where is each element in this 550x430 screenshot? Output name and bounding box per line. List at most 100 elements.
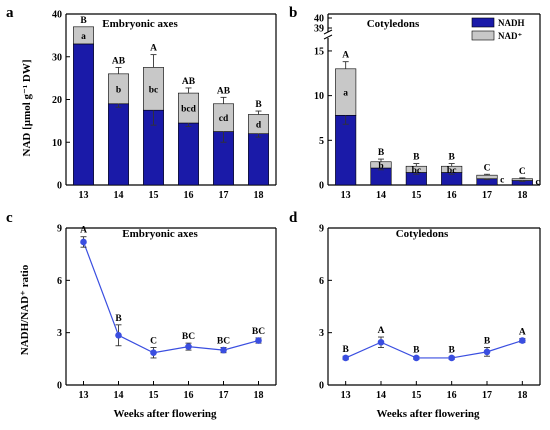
y-axis-label-bottom: NADH/NAD⁺ ratio xyxy=(19,264,31,355)
y-tick-label-1-0: 0 xyxy=(319,181,324,192)
x-tick-label-0-1: 14 xyxy=(114,190,124,201)
x-tick-label-3-0: 13 xyxy=(341,390,351,401)
letter-2-0: A xyxy=(80,226,87,236)
x-tick-label-1-0: 13 xyxy=(341,190,351,201)
point-3-0 xyxy=(342,354,349,362)
x-tick-label-1-5: 18 xyxy=(517,190,527,201)
letter-inner-1-4: c xyxy=(500,176,504,186)
y-tick-label-3-3: 9 xyxy=(319,224,324,235)
letter-2-5: BC xyxy=(252,327,265,337)
letter-inner-0-1: b xyxy=(116,85,121,95)
y-tick-label-3-1: 3 xyxy=(319,328,324,339)
y-tick-label-2-1: 3 xyxy=(57,328,62,339)
legend-swatch-0 xyxy=(471,17,495,28)
y-tick-label-2-0: 0 xyxy=(57,381,62,392)
letter-3-2: B xyxy=(413,346,420,356)
panel-b-title: Cotyledons xyxy=(367,18,420,30)
letter-3-3: B xyxy=(448,346,455,356)
letter-2-4: BC xyxy=(217,336,230,346)
letter-inner-1-0: a xyxy=(343,89,348,99)
bar-nadplus-1-5 xyxy=(511,178,533,181)
x-tick-label-2-0: 13 xyxy=(79,390,89,401)
letter-2-1: B xyxy=(115,314,122,324)
series-line-2 xyxy=(82,241,259,354)
bar-nadh-1-0 xyxy=(335,114,357,186)
y-tick-label-3-2: 6 xyxy=(319,276,324,287)
letter-inner-0-4: cd xyxy=(219,114,229,124)
axis-break-gap xyxy=(325,32,332,38)
point-2-5 xyxy=(255,337,262,344)
letter-total-0-4: AB xyxy=(217,86,231,96)
point-3-2 xyxy=(413,354,420,362)
point-3-1 xyxy=(377,338,385,346)
letter-2-3: BC xyxy=(182,332,195,342)
letter-inner-1-3: bc xyxy=(447,166,457,176)
x-tick-label-3-5: 18 xyxy=(517,390,527,401)
point-2-2 xyxy=(150,349,157,357)
x-tick-label-3-2: 15 xyxy=(411,390,421,401)
letter-inner-1-1: b xyxy=(378,161,383,171)
x-tick-label-2-2: 15 xyxy=(149,390,159,401)
panel-d-letter: d xyxy=(289,210,298,226)
letter-total-1-1: B xyxy=(378,148,385,158)
x-tick-label-3-3: 16 xyxy=(447,390,457,401)
x-tick-label-1-4: 17 xyxy=(482,190,492,201)
letter-total-0-2: A xyxy=(150,44,157,54)
point-3-5 xyxy=(519,337,526,344)
bar-nadh-0-3 xyxy=(178,122,199,186)
x-tick-label-0-4: 17 xyxy=(219,190,229,201)
letter-total-0-5: B xyxy=(255,100,262,110)
letter-inner-0-0: a xyxy=(81,32,86,42)
bar-nadplus-0-0 xyxy=(73,26,94,45)
point-2-4 xyxy=(220,346,227,354)
x-tick-label-2-3: 16 xyxy=(184,390,194,401)
letter-total-1-3: B xyxy=(448,153,455,163)
x-tick-label-0-2: 15 xyxy=(149,190,159,201)
legend-label-1: NAD⁺ xyxy=(498,31,522,41)
letter-total-1-0: A xyxy=(342,51,349,61)
y-tick-label-1-3: 15 xyxy=(314,46,324,57)
letter-inner-0-5: d xyxy=(256,121,262,131)
panel-d-title: Cotyledons xyxy=(396,228,449,240)
x-tick-label-3-1: 14 xyxy=(376,390,386,401)
legend-label-0: NADH xyxy=(498,18,525,28)
y-tick-label-0-1: 10 xyxy=(52,138,62,149)
x-tick-label-0-5: 18 xyxy=(254,190,264,201)
x-tick-label-1-1: 14 xyxy=(376,190,386,201)
letter-inner-1-2: bc xyxy=(412,166,422,176)
letter-3-1: A xyxy=(378,326,385,336)
panel-c-letter: c xyxy=(6,210,13,226)
x-tick-label-0-0: 13 xyxy=(79,190,89,201)
letter-inner-0-3: bcd xyxy=(181,105,197,115)
bar-nadh-0-1 xyxy=(108,103,129,186)
letter-3-5: A xyxy=(519,327,526,337)
letter-3-0: B xyxy=(342,345,349,355)
panel-b-letter: b xyxy=(289,5,297,21)
letter-total-1-4: C xyxy=(484,163,491,173)
y-tick-label-0-4: 40 xyxy=(52,10,62,21)
point-3-4 xyxy=(483,348,491,356)
x-tick-label-1-3: 16 xyxy=(447,190,457,201)
letter-3-4: B xyxy=(484,336,491,346)
letter-2-2: C xyxy=(150,336,157,346)
point-2-3 xyxy=(185,343,192,350)
letter-total-0-3: AB xyxy=(182,77,196,87)
letter-inner-1-5: c xyxy=(535,178,539,188)
x-axis-label-right: Weeks after flowering xyxy=(376,408,480,420)
bar-nadh-0-5 xyxy=(248,133,269,186)
y-axis-label-top: NAD [µmol g⁻¹ DW] xyxy=(21,59,33,156)
x-tick-label-2-1: 14 xyxy=(114,390,124,401)
y-tick-label-2-3: 9 xyxy=(57,224,62,235)
x-tick-label-0-3: 16 xyxy=(184,190,194,201)
letter-inner-0-2: bc xyxy=(149,85,159,95)
point-2-0 xyxy=(80,238,87,246)
axis-break-mark-1 xyxy=(323,29,333,35)
bar-nadplus-1-4 xyxy=(476,174,498,180)
x-tick-label-2-4: 17 xyxy=(219,390,229,401)
letter-total-0-0: B xyxy=(80,16,87,26)
panel-a-letter: a xyxy=(6,5,14,21)
point-2-1 xyxy=(115,331,122,339)
bar-nadh-0-0 xyxy=(73,43,94,186)
legend-swatch-1 xyxy=(471,30,495,41)
